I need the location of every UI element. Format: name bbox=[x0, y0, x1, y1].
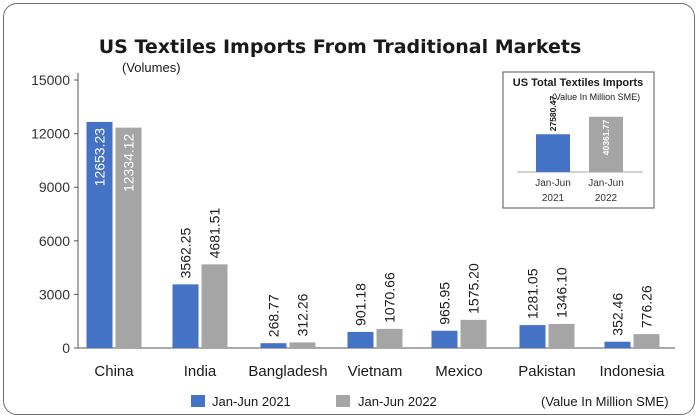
bar-2022 bbox=[633, 334, 660, 348]
y-tick-label: 9000 bbox=[39, 179, 70, 195]
unit-note: (Value In Million SME) bbox=[541, 394, 669, 409]
legend-label-2021: Jan-Jun 2021 bbox=[212, 394, 291, 409]
category-label: Bangladesh bbox=[248, 363, 327, 380]
legend: Jan-Jun 2021 Jan-Jun 2022 bbox=[191, 394, 437, 409]
inset-bars: 27580.47 Jan-Jun 2021 40361.77 Jan-Jun 2022 bbox=[517, 96, 643, 204]
bar-value-label: 12653.23 bbox=[92, 128, 108, 187]
inset-value-label: 27580.47 bbox=[548, 96, 558, 132]
bar-value-label: 12334.12 bbox=[121, 133, 137, 192]
inset-category-year: 2022 bbox=[595, 193, 618, 204]
y-tick-label: 3000 bbox=[39, 286, 70, 302]
bar-value-label: 352.46 bbox=[610, 293, 626, 336]
bar-2021 bbox=[347, 331, 374, 348]
bar-value-label: 901.18 bbox=[353, 283, 369, 326]
inset-value-label: 40361.77 bbox=[601, 119, 611, 155]
y-tick-label: 15000 bbox=[31, 72, 70, 88]
bar-2021 bbox=[604, 341, 631, 348]
bar-value-label: 965.95 bbox=[437, 282, 453, 325]
inset-category-year: 2021 bbox=[542, 193, 565, 204]
bar-value-label: 1346.10 bbox=[554, 267, 570, 318]
bar-2022 bbox=[376, 328, 403, 348]
bar-2022 bbox=[201, 264, 228, 348]
category-label: Vietnam bbox=[348, 363, 403, 380]
inset-category-label: Jan-Jun bbox=[588, 178, 624, 189]
y-tick-label: 6000 bbox=[39, 233, 70, 249]
bar-2021 bbox=[260, 343, 287, 348]
inset-bar bbox=[589, 116, 623, 172]
bar-value-label: 312.26 bbox=[295, 293, 311, 336]
bar-value-label: 268.77 bbox=[266, 294, 282, 337]
inset-subtitle: (Value In Million SME) bbox=[552, 92, 640, 102]
bar-value-label: 3562.25 bbox=[178, 228, 194, 279]
inset-box bbox=[502, 71, 655, 209]
legend-label-2022: Jan-Jun 2022 bbox=[358, 394, 437, 409]
chart-subtitle: (Volumes) bbox=[122, 60, 181, 75]
category-label: India bbox=[184, 363, 217, 380]
bar-value-label: 1281.05 bbox=[525, 268, 541, 319]
bar-2021 bbox=[86, 121, 113, 348]
bar-2021 bbox=[172, 284, 199, 348]
chart-title: US Textiles Imports From Traditional Mar… bbox=[99, 36, 582, 58]
bar-value-label: 1575.20 bbox=[466, 263, 482, 314]
bar-value-label: 4681.51 bbox=[207, 208, 223, 259]
bar-2022 bbox=[289, 342, 316, 348]
category-label: China bbox=[94, 363, 134, 380]
bar-series: 12653.23 12334.12 3562.25 4681.51 268.77 312.… bbox=[86, 121, 660, 348]
inset-title: US Total Textiles Imports bbox=[513, 77, 643, 89]
bar-value-label: 1070.66 bbox=[382, 272, 398, 323]
category-label: Pakistan bbox=[518, 363, 576, 380]
inset-chart: US Total Textiles Imports (Value In Mill… bbox=[502, 71, 655, 209]
legend-swatch-2022 bbox=[336, 395, 350, 407]
category-label: Mexico bbox=[435, 363, 483, 380]
bar-2022 bbox=[548, 323, 575, 348]
y-tick-label: 12000 bbox=[31, 126, 70, 142]
bar-2022 bbox=[460, 319, 487, 348]
bar-2021 bbox=[431, 330, 458, 348]
x-axis-labels: China India Bangladesh Vietnam Mexico Pakista… bbox=[94, 363, 665, 380]
inset-bar bbox=[536, 134, 570, 172]
y-tick-label: 0 bbox=[62, 340, 70, 356]
bar-value-label: 776.26 bbox=[639, 285, 655, 328]
legend-swatch-2021 bbox=[191, 395, 205, 407]
bar-2021 bbox=[519, 325, 546, 348]
bar-2022 bbox=[115, 127, 142, 348]
inset-category-label: Jan-Jun bbox=[535, 178, 571, 189]
category-label: Indonesia bbox=[599, 363, 665, 380]
